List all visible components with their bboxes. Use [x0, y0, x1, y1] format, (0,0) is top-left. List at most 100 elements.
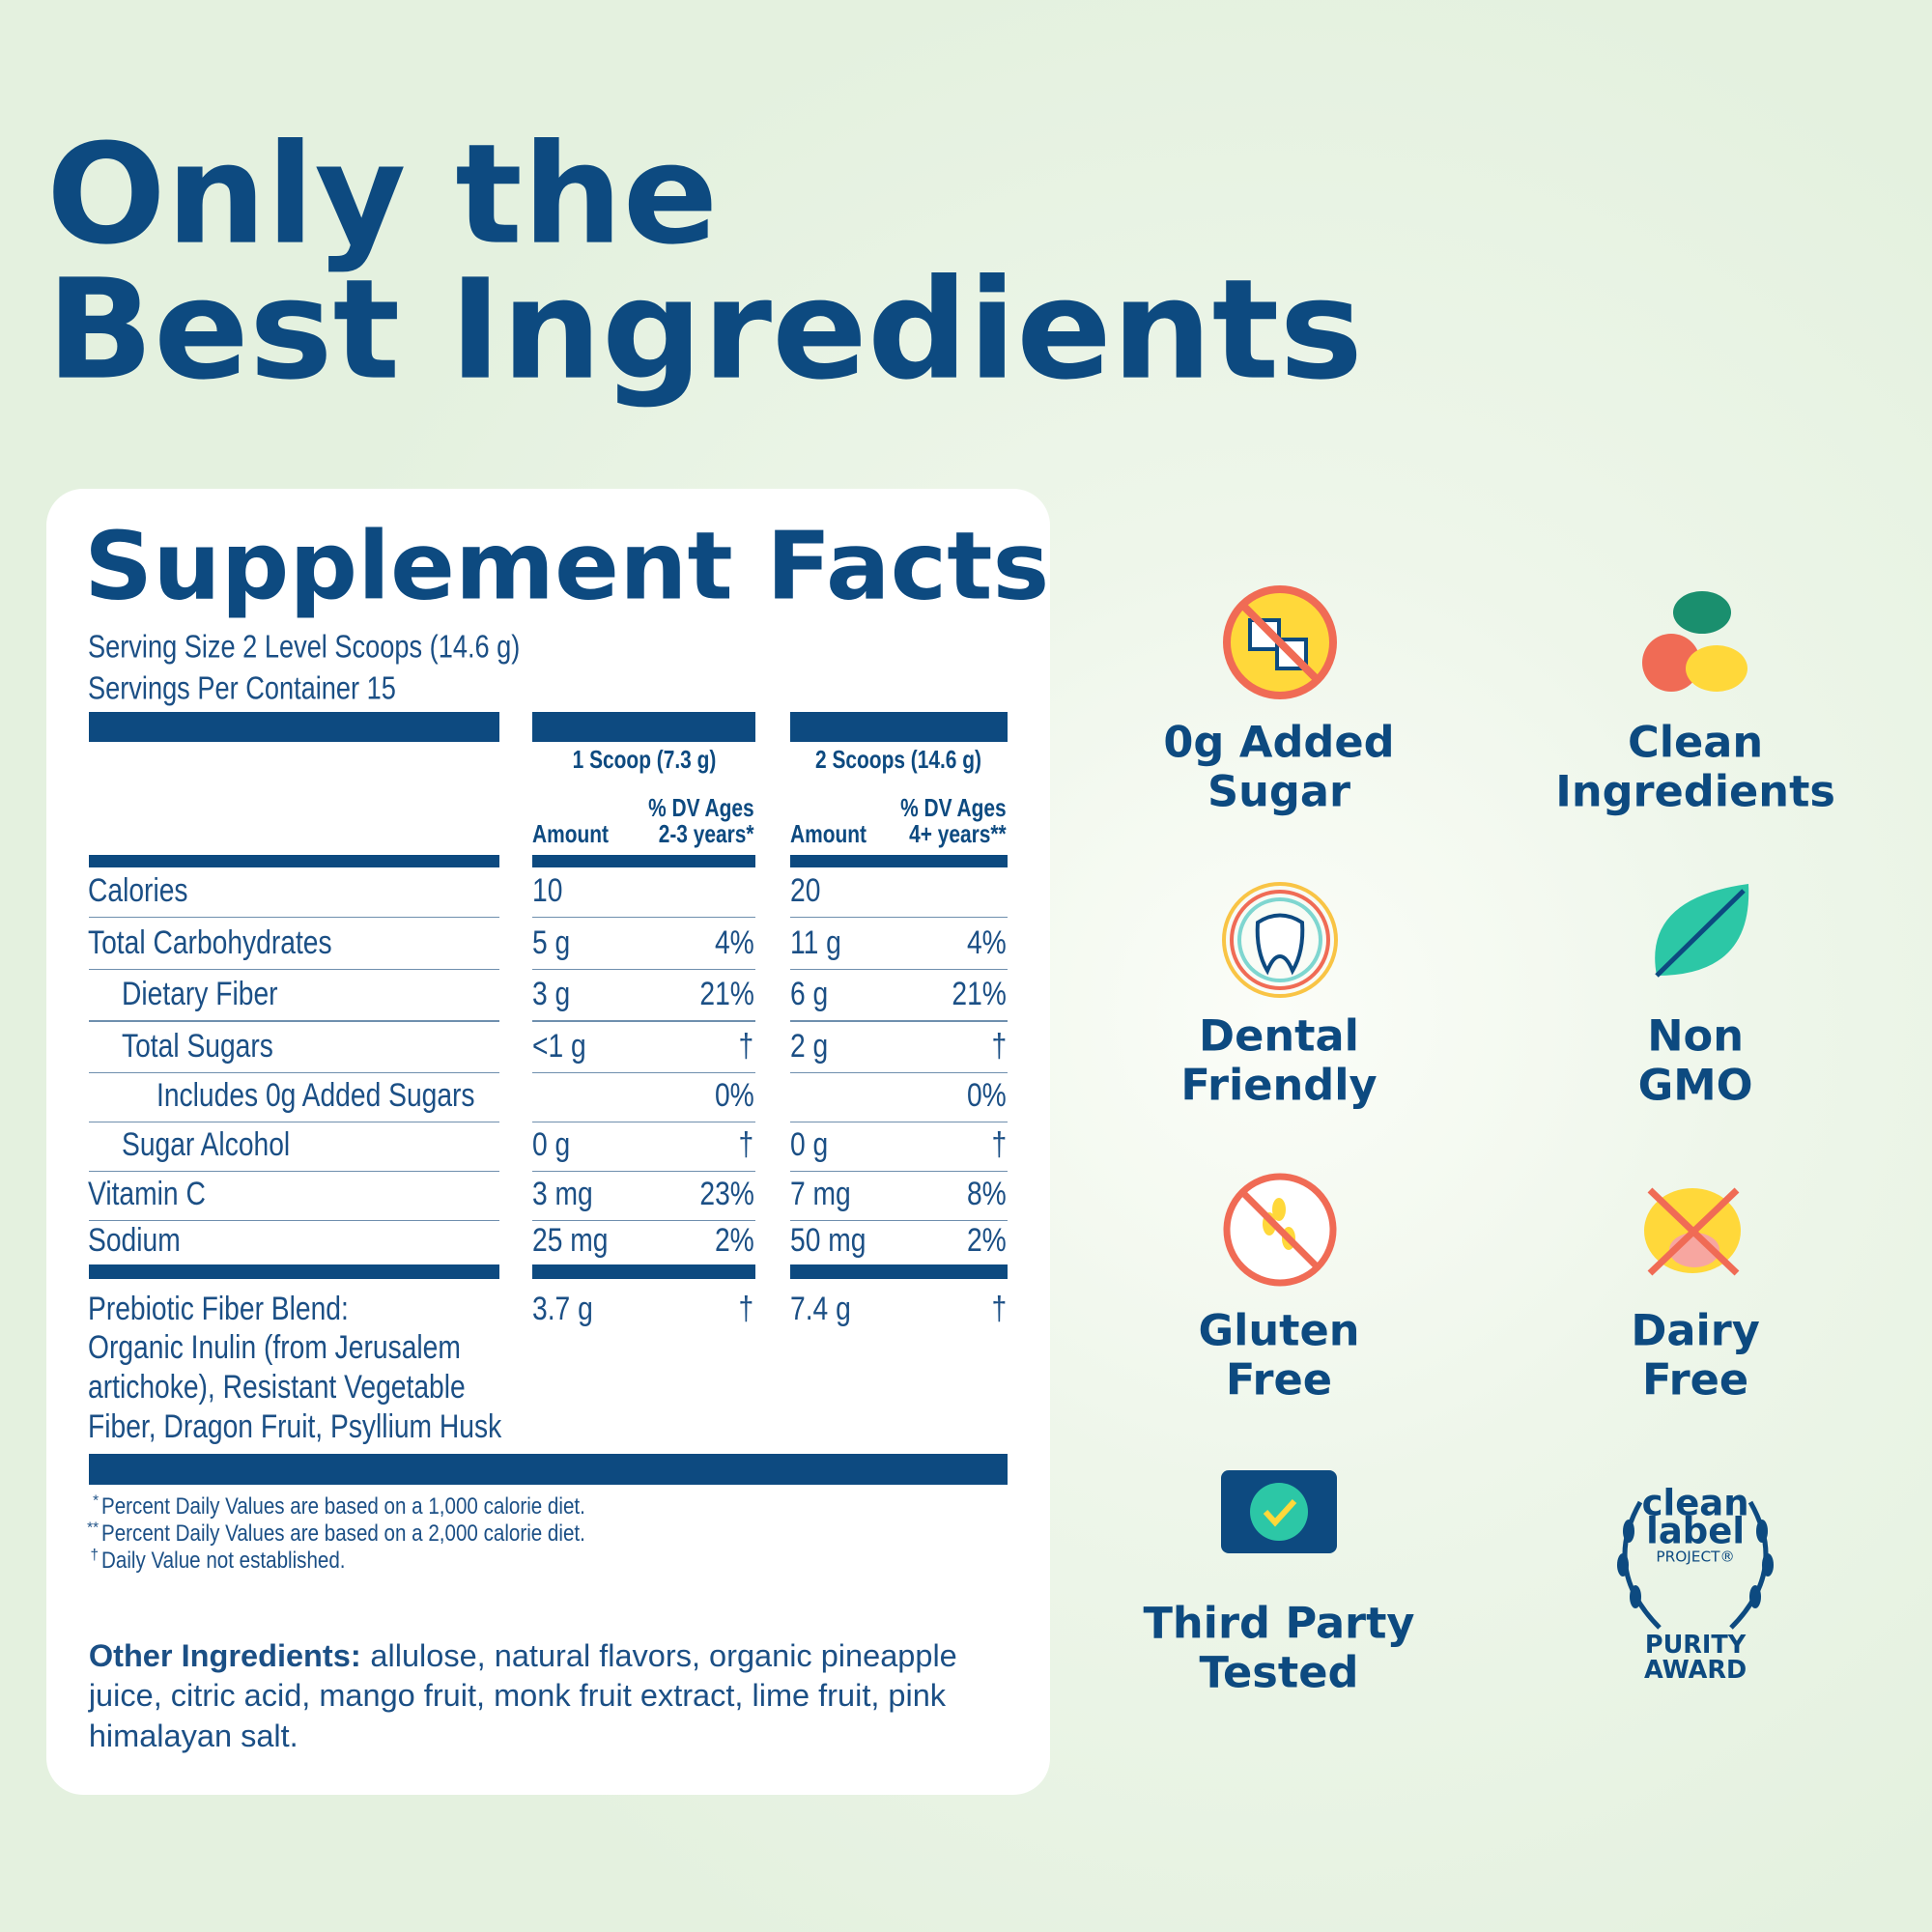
cell: †: [738, 1027, 754, 1065]
cell: 50 mg: [789, 1222, 867, 1260]
headline: Only the: [46, 113, 719, 275]
award-text: PURITY: [1644, 1631, 1747, 1661]
row-line: [88, 1071, 499, 1074]
cell: 0%: [967, 1076, 1008, 1114]
row-line: [88, 1170, 499, 1173]
rule-bar: [789, 855, 1009, 867]
row-line: [88, 1121, 499, 1123]
row-line: [532, 1219, 755, 1222]
cell: 21%: [699, 976, 754, 1013]
cell: 0 g: [789, 1125, 828, 1163]
footnote: Percent Daily Values are based on a 2,00…: [100, 1520, 585, 1547]
badge-label: Tested: [1199, 1647, 1359, 1698]
column-heading: 2 Scoops (14.6 g): [814, 747, 981, 775]
dairy-free-icon: [1644, 1187, 1741, 1276]
row-label: Prebiotic Fiber Blend:: [87, 1290, 349, 1327]
footnote: Percent Daily Values are based on a 1,00…: [100, 1492, 585, 1520]
row-label: Includes 0g Added Sugars: [156, 1076, 475, 1114]
cell: †: [738, 1125, 754, 1163]
cell: 20: [789, 871, 820, 909]
row-line: [88, 1020, 499, 1022]
column-heading: Amount: [789, 821, 867, 849]
row-line: [789, 1219, 1009, 1222]
clean-ingredients-icon: [1642, 591, 1747, 692]
row-label: artichoke), Resistant Vegetable: [87, 1369, 466, 1406]
badge-label: Sugar: [1207, 766, 1350, 817]
row-line: [88, 916, 499, 919]
no-sugar-icon: [1223, 585, 1337, 699]
badge-label: Free: [1225, 1354, 1333, 1406]
cell: †: [991, 1027, 1008, 1065]
cell: 7 mg: [789, 1175, 851, 1212]
cell: 7.4 g: [789, 1290, 851, 1327]
cell: <1 g: [532, 1027, 586, 1065]
headline: Best Ingredients: [46, 248, 1364, 411]
cell: 3 g: [532, 976, 571, 1013]
row-label: Calories: [87, 871, 188, 909]
column-heading: % DV Ages: [648, 795, 754, 823]
badge-label: Dairy: [1631, 1305, 1760, 1356]
cell: 4%: [967, 923, 1008, 961]
column-heading: Amount: [532, 821, 609, 849]
row-line: [532, 1121, 755, 1123]
cell: 5 g: [532, 923, 571, 961]
row-line: [789, 1071, 1009, 1074]
cell: 2 g: [789, 1027, 828, 1065]
row-line: [532, 1170, 755, 1173]
cell: 3.7 g: [532, 1290, 593, 1327]
row-label: Total Carbohydrates: [87, 923, 332, 961]
facts-title: Supplement Facts: [83, 511, 1050, 621]
row-line: [789, 1121, 1009, 1123]
non-gmo-icon: [1655, 884, 1749, 978]
badge-label: 0g Added: [1163, 717, 1395, 768]
cell: 6 g: [789, 976, 828, 1013]
row-line: [789, 968, 1009, 971]
cell: 0 g: [532, 1125, 571, 1163]
cell: 3 mg: [532, 1175, 593, 1212]
row-label: Vitamin C: [87, 1175, 206, 1212]
row-label: Fiber, Dragon Fruit, Psyllium Husk: [87, 1407, 501, 1445]
row-label: Organic Inulin (from Jerusalem: [87, 1329, 461, 1367]
badge-label: Free: [1642, 1354, 1749, 1406]
footnote: Daily Value not established.: [100, 1547, 346, 1574]
award-text: AWARD: [1644, 1655, 1747, 1685]
row-line: [789, 1170, 1009, 1173]
badge-label: Gluten: [1198, 1305, 1360, 1356]
badge-label: Ingredients: [1555, 766, 1835, 817]
footnote-mark: †: [90, 1547, 99, 1564]
cell: 25 mg: [532, 1222, 609, 1260]
cell: 0%: [714, 1076, 754, 1114]
rule-bar: [532, 1264, 755, 1279]
badge-label: Clean: [1627, 717, 1764, 768]
other-ingredients: Other Ingredients: allulose, natural flav…: [89, 1636, 1025, 1756]
badge-label: Non: [1647, 1010, 1744, 1062]
footnote-mark: **: [87, 1519, 99, 1536]
cell: 21%: [952, 976, 1008, 1013]
row-label: Total Sugars: [122, 1027, 274, 1065]
cell: 8%: [967, 1175, 1008, 1212]
cell: †: [991, 1125, 1008, 1163]
ingredients-text: allulose, natural flavors, organic pinea…: [88, 1637, 957, 1753]
cell: 10: [532, 871, 563, 909]
row-line: [532, 1020, 755, 1022]
row-line: [532, 1071, 755, 1074]
row-line: [88, 968, 499, 971]
tested-icon: [1221, 1470, 1337, 1553]
row-line: [789, 916, 1009, 919]
rule-bar: [88, 1264, 499, 1279]
award-text: clean: [1641, 1482, 1749, 1524]
column-heading: 4+ years**: [909, 821, 1008, 849]
column-heading: % DV Ages: [900, 795, 1008, 823]
award-text: label: [1646, 1510, 1746, 1552]
row-label: Sugar Alcohol: [122, 1125, 291, 1163]
cell: 23%: [699, 1175, 754, 1212]
footnote-mark: *: [93, 1492, 99, 1509]
row-line: [88, 1219, 499, 1222]
badge-label: Friendly: [1180, 1060, 1378, 1111]
rule-bar: [789, 1264, 1009, 1279]
row-label: Dietary Fiber: [122, 976, 278, 1013]
ingredients-label: Other Ingredients:: [88, 1637, 361, 1673]
cell: 11 g: [789, 923, 841, 961]
rule-bar: [88, 855, 499, 867]
